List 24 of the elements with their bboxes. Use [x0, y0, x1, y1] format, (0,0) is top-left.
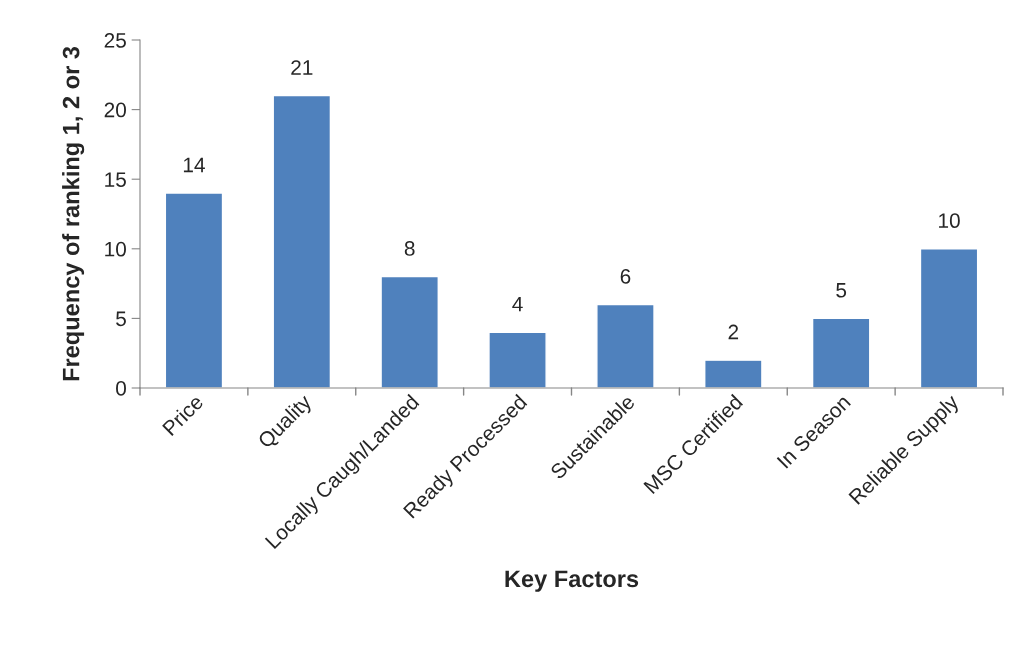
bar [380, 275, 439, 388]
y-tick-label: 0 [116, 381, 126, 396]
data-label: 10 [939, 213, 960, 229]
y-tick-label: 10 [105, 241, 126, 257]
data-label: 8 [404, 241, 415, 256]
bar [596, 303, 655, 388]
y-tick-label: 5 [116, 311, 126, 327]
x-axis-title: Key Factors [505, 570, 639, 592]
bar [811, 317, 871, 388]
y-tick-label: 15 [105, 172, 126, 187]
data-label: 14 [183, 157, 205, 173]
data-label: 4 [512, 297, 523, 312]
bar [272, 94, 332, 388]
data-label: 21 [291, 60, 313, 75]
bar [488, 331, 547, 388]
y-tick-label: 20 [104, 102, 126, 118]
bar [164, 192, 224, 388]
data-label: 6 [620, 268, 631, 284]
y-tick-label: 25 [104, 33, 126, 48]
data-label: 5 [836, 283, 847, 298]
data-label: 2 [728, 324, 739, 340]
bar [704, 359, 763, 388]
y-axis-title: Frequency of ranking 1, 2 or 3 [62, 46, 85, 381]
bar [919, 248, 979, 388]
